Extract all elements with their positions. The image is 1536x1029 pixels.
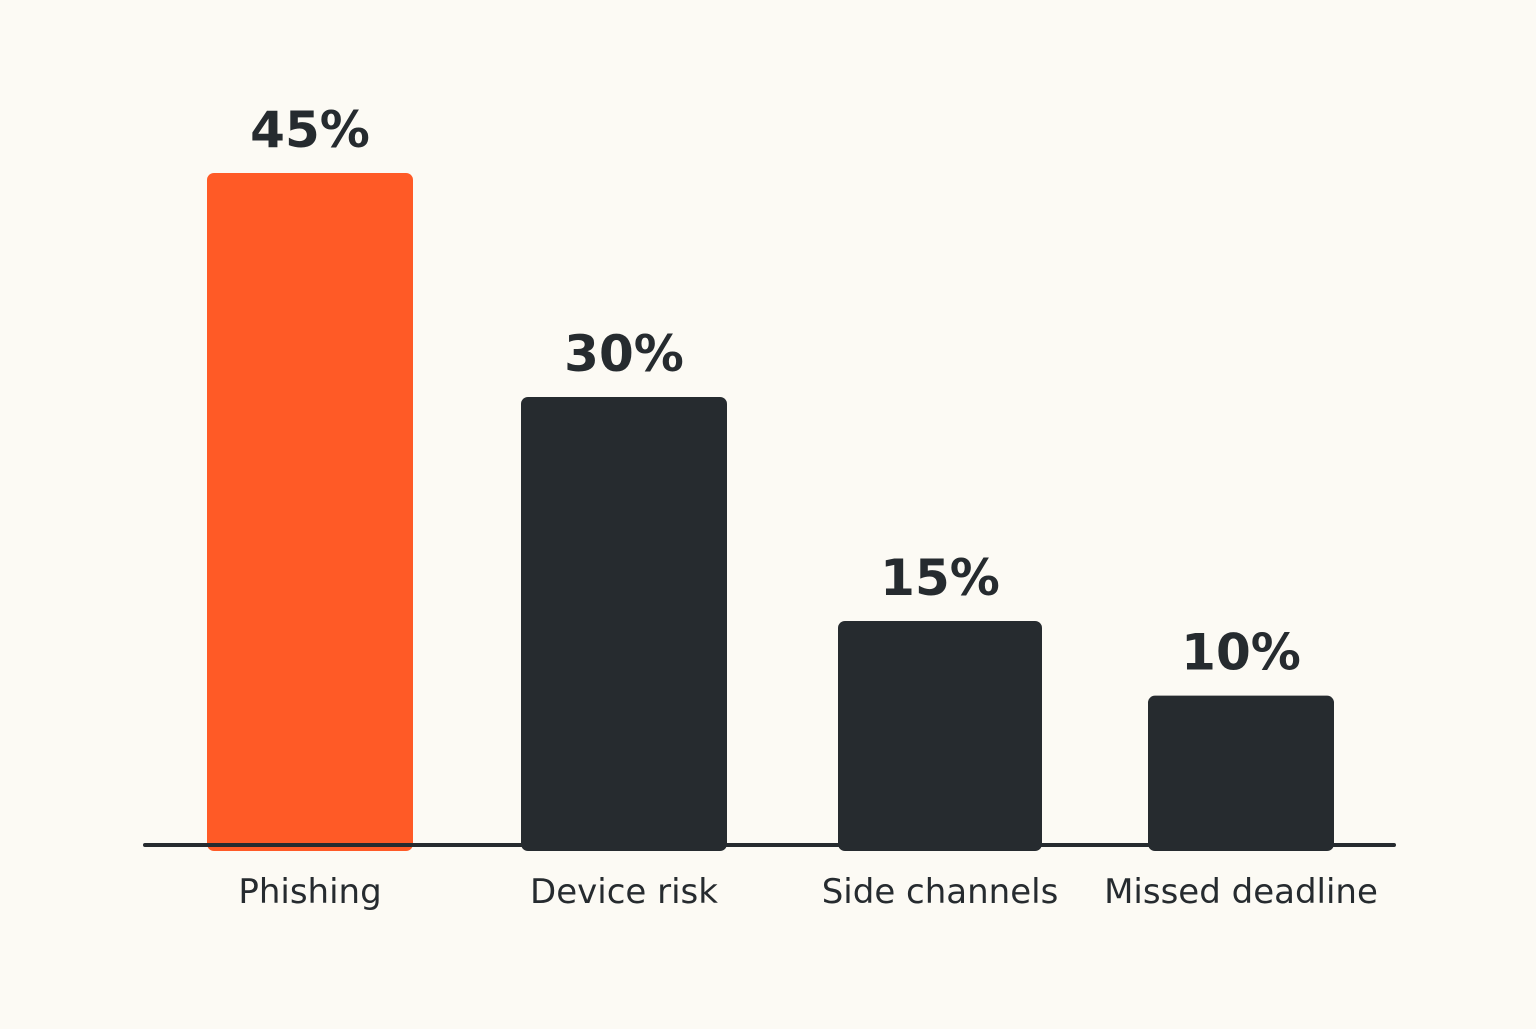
value-label-side-channels: 15% bbox=[880, 549, 1000, 607]
category-label-side-channels: Side channels bbox=[822, 872, 1059, 912]
value-label-device-risk: 30% bbox=[564, 325, 684, 383]
value-label-phishing: 45% bbox=[250, 101, 370, 159]
category-labels-group: Phishing Device risk Side channels Missed d… bbox=[238, 872, 1378, 912]
bar-side-channels bbox=[838, 621, 1042, 851]
category-label-missed-deadline: Missed deadline bbox=[1104, 872, 1378, 912]
bars-group bbox=[207, 173, 1334, 851]
value-labels-group: 45% 30% 15% 10% bbox=[250, 101, 1301, 682]
bar-missed-deadline bbox=[1148, 695, 1334, 851]
value-label-missed-deadline: 10% bbox=[1181, 624, 1301, 682]
bar-device-risk bbox=[521, 397, 727, 851]
bar-phishing bbox=[207, 173, 413, 851]
category-label-phishing: Phishing bbox=[238, 872, 381, 912]
category-label-device-risk: Device risk bbox=[530, 872, 718, 912]
